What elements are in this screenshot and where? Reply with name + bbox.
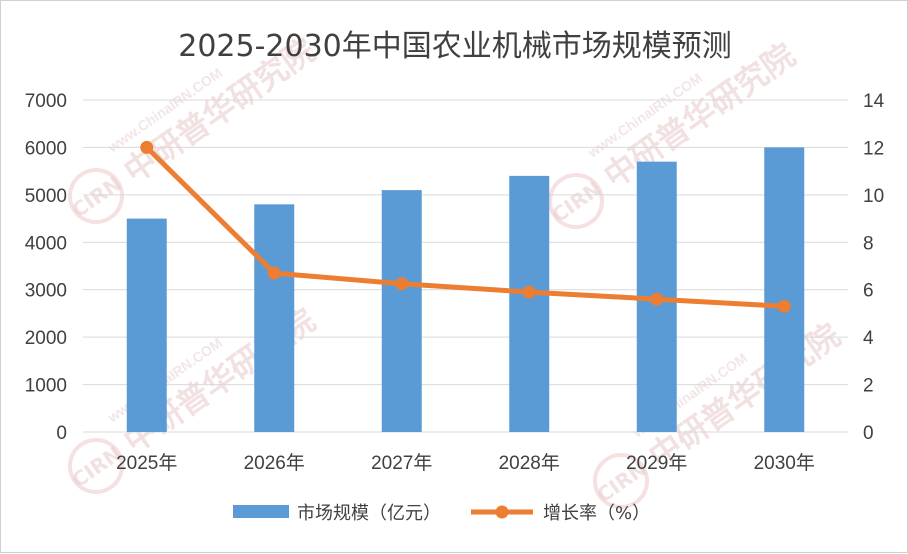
bar — [126, 218, 167, 432]
x-tick-label: 2025年 — [116, 452, 177, 474]
left-tick-label: 3000 — [25, 281, 67, 302]
x-tick-label: 2028年 — [499, 452, 560, 474]
bar — [509, 175, 550, 432]
legend-bar-swatch — [233, 505, 289, 518]
watermark-layer: CIRN中研普华研究院www.ChinaIRN.COMCIRN中研普华研究院ww… — [67, 31, 847, 509]
right-tick-label: 0 — [863, 423, 874, 444]
line-point — [140, 140, 154, 154]
legend: 市场规模（亿元） 增长率（%） — [233, 503, 650, 524]
line-point — [650, 292, 664, 306]
line-point — [267, 266, 281, 280]
left-tick-label: 4000 — [25, 233, 67, 254]
left-tick-label: 0 — [56, 423, 67, 444]
x-axis: 2025年 2026年 2027年 2028年 2029年 2030年 — [116, 452, 815, 474]
legend-bar-label: 市场规模（亿元） — [297, 503, 441, 524]
watermark-logo-ring — [68, 438, 124, 494]
x-tick-label: 2027年 — [371, 452, 432, 474]
right-tick-label: 12 — [863, 138, 884, 159]
left-tick-label: 6000 — [25, 138, 67, 159]
line-point — [522, 285, 536, 299]
growth-line — [144, 145, 785, 309]
right-axis: 0 2 4 6 8 10 12 14 — [863, 91, 885, 444]
left-tick-label: 2000 — [25, 328, 67, 349]
right-tick-label: 14 — [863, 91, 885, 112]
left-tick-label: 7000 — [25, 91, 67, 112]
legend-line-marker — [495, 505, 509, 519]
right-tick-label: 10 — [863, 186, 884, 207]
watermark-logo-ring — [593, 453, 649, 509]
watermark-logo-ring — [548, 173, 604, 229]
line-point — [395, 277, 409, 291]
x-tick-label: 2029年 — [626, 452, 687, 474]
line-series — [140, 140, 791, 313]
right-tick-label: 6 — [863, 281, 874, 302]
right-tick-label: 2 — [863, 376, 874, 397]
bar — [254, 204, 295, 432]
bar-series — [126, 147, 805, 432]
x-tick-label: 2030年 — [754, 452, 815, 474]
left-tick-label: 1000 — [25, 376, 67, 397]
watermark-logo-ring — [68, 168, 124, 224]
chart-title: 2025-2030年中国农业机械市场规模预测 — [178, 29, 732, 64]
bar — [764, 147, 805, 432]
legend-line-label: 增长率（%） — [543, 503, 650, 524]
right-tick-label: 4 — [863, 328, 874, 349]
left-axis: 0 1000 2000 3000 4000 5000 6000 7000 — [25, 91, 67, 444]
right-tick-label: 8 — [863, 233, 874, 254]
left-tick-label: 5000 — [25, 186, 67, 207]
line-point — [777, 299, 791, 313]
x-tick-label: 2026年 — [244, 452, 305, 474]
bar — [381, 190, 422, 432]
